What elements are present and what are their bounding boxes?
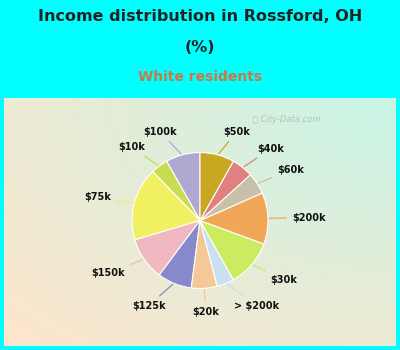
Text: $30k: $30k (253, 265, 297, 285)
Wedge shape (200, 153, 233, 220)
Wedge shape (200, 161, 250, 220)
Text: $40k: $40k (244, 144, 284, 167)
Wedge shape (159, 220, 200, 288)
Text: (%): (%) (185, 40, 215, 55)
Text: $100k: $100k (143, 127, 181, 154)
Text: Income distribution in Rossford, OH: Income distribution in Rossford, OH (38, 9, 362, 24)
Wedge shape (200, 175, 262, 220)
Text: $200k: $200k (269, 212, 325, 223)
Text: > $200k: > $200k (227, 284, 280, 310)
Wedge shape (200, 220, 264, 280)
Wedge shape (153, 161, 200, 220)
Text: $20k: $20k (192, 290, 219, 317)
Text: ⓘ City-Data.com: ⓘ City-Data.com (252, 116, 320, 124)
Text: $150k: $150k (91, 260, 143, 278)
Wedge shape (200, 220, 233, 286)
Wedge shape (191, 220, 217, 288)
Text: $125k: $125k (132, 284, 173, 310)
Wedge shape (135, 220, 200, 275)
Text: $75k: $75k (84, 192, 133, 203)
Text: $50k: $50k (219, 127, 250, 154)
Wedge shape (200, 193, 268, 244)
Wedge shape (132, 172, 200, 240)
Text: White residents: White residents (138, 70, 262, 84)
Wedge shape (167, 153, 200, 220)
Text: $60k: $60k (258, 166, 304, 183)
Text: $10k: $10k (118, 142, 158, 166)
